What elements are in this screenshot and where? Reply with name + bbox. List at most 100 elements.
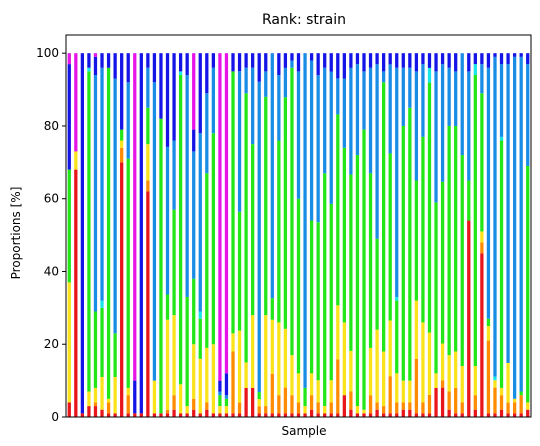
bar-segment xyxy=(395,296,399,301)
bar-segment xyxy=(434,202,438,374)
chart-title: Rank: strain xyxy=(262,12,346,28)
bar-segment xyxy=(87,53,91,68)
bar-segment xyxy=(519,395,523,414)
bar-segment xyxy=(480,242,484,254)
bar-segment xyxy=(146,67,150,108)
bar-segment xyxy=(414,53,419,72)
bar-segment xyxy=(139,53,143,414)
bar-segment xyxy=(270,413,274,417)
bar-segment xyxy=(159,53,163,119)
bar-segment xyxy=(296,373,301,403)
bar-segment xyxy=(480,231,484,243)
bar-segment xyxy=(244,93,248,363)
bar-segment xyxy=(231,333,235,352)
bar-segment xyxy=(277,322,281,396)
bar-segment xyxy=(473,75,477,367)
bar-segment xyxy=(172,395,176,410)
bar-segment xyxy=(499,409,504,417)
bar-segment xyxy=(205,409,209,417)
bar-segment xyxy=(480,253,484,417)
y-axis-label: Proportions [%] xyxy=(9,187,23,280)
bar-segment xyxy=(323,173,327,407)
bar-segment xyxy=(106,67,111,399)
bar-segment xyxy=(100,53,104,68)
bar-segment xyxy=(342,78,346,148)
bar-segment xyxy=(290,53,294,61)
bar-segment xyxy=(251,67,255,145)
bar-segment xyxy=(224,413,229,417)
bar-segment xyxy=(93,56,98,76)
y-tick-label: 20 xyxy=(44,337,59,351)
bar-segment xyxy=(165,294,170,320)
bar-segment xyxy=(401,380,405,403)
bar-segment xyxy=(106,53,111,68)
bar-segment xyxy=(414,180,419,301)
bar-segment xyxy=(375,409,379,417)
bar-segment xyxy=(355,406,360,414)
bar-segment xyxy=(440,64,445,182)
bar-segment xyxy=(67,402,71,417)
bar-segment xyxy=(506,53,510,64)
bar-segment xyxy=(211,413,215,417)
bar-segment xyxy=(237,330,242,403)
bar-segment xyxy=(323,53,327,68)
bar-segment xyxy=(87,406,91,417)
bar-segment xyxy=(421,53,425,65)
bar-segment xyxy=(447,67,451,126)
bar-segment xyxy=(506,413,510,417)
bar-segment xyxy=(329,71,333,204)
bar-segment xyxy=(493,53,497,57)
bar-segment xyxy=(329,380,333,403)
y-tick-label: 80 xyxy=(44,119,59,133)
bar-segment xyxy=(519,56,523,392)
bar-segment xyxy=(375,238,379,330)
bar-segment xyxy=(257,392,261,400)
bar-segment xyxy=(231,53,235,72)
bar-segment xyxy=(283,67,288,98)
bar-segment xyxy=(408,67,412,108)
bar-segment xyxy=(382,82,386,352)
bar-segment xyxy=(499,53,504,65)
bar-segment xyxy=(395,53,399,68)
bar-segment xyxy=(277,140,281,323)
bar-segment xyxy=(80,413,85,417)
bar-segment xyxy=(126,158,130,388)
bar-segment xyxy=(257,53,261,82)
y-axis: 0 20 40 60 80 100 xyxy=(36,46,66,424)
bar-segment xyxy=(382,71,386,83)
bar-segment xyxy=(185,75,189,297)
bar-segment xyxy=(342,53,346,79)
bar-segment xyxy=(309,409,314,417)
bar-segment xyxy=(251,144,255,316)
bar-segment xyxy=(198,413,202,417)
bar-segment xyxy=(349,67,353,175)
bar-segment xyxy=(257,81,261,393)
bar-segment xyxy=(290,60,294,68)
bar-segment xyxy=(146,180,150,192)
bar-segment xyxy=(473,409,477,417)
bar-segment xyxy=(480,53,484,65)
bar-segment xyxy=(192,129,196,152)
bar-segment xyxy=(427,67,432,83)
bar-segment xyxy=(362,413,366,417)
bar-segment xyxy=(290,355,294,396)
bar-segment xyxy=(512,56,517,399)
bar-segment xyxy=(218,53,222,381)
bar-segment xyxy=(231,71,235,334)
bar-segment xyxy=(257,413,261,417)
bar-segment xyxy=(506,63,510,363)
bar-segment xyxy=(395,373,399,403)
bar-segment xyxy=(133,53,137,381)
bar-segment xyxy=(218,413,222,417)
bar-segment xyxy=(257,399,261,407)
bar-segment xyxy=(519,391,523,396)
bar-segment xyxy=(270,298,274,320)
bar-segment xyxy=(165,413,170,417)
bar-segment xyxy=(120,140,124,148)
bar-segment xyxy=(355,53,360,65)
bar-segment xyxy=(454,387,458,414)
bar-segment xyxy=(120,129,124,141)
bar-segment xyxy=(283,97,288,329)
bar-segment xyxy=(185,53,189,76)
bar-segment xyxy=(440,387,445,417)
